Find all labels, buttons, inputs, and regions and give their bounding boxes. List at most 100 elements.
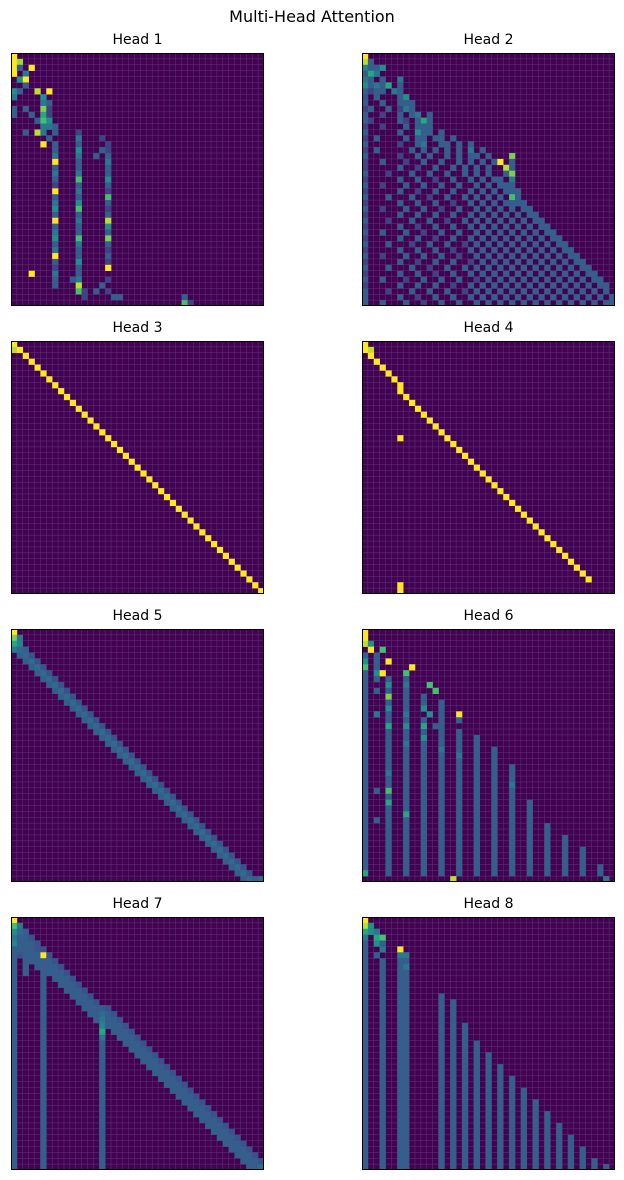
heatmap-cell — [532, 264, 539, 271]
heatmap-cell — [122, 1028, 129, 1035]
heatmap-cell — [63, 687, 71, 695]
heatmap-cell — [40, 999, 47, 1006]
heatmap-cell — [246, 876, 253, 882]
heatmap-cell — [362, 734, 369, 742]
heatmap-cell — [379, 981, 386, 988]
heatmap-cell — [379, 158, 386, 166]
heatmap-cell — [105, 188, 112, 195]
heatmap-cell — [105, 182, 112, 189]
heatmap-cell — [509, 276, 516, 283]
heatmap-cell — [485, 1093, 492, 1100]
heatmap-cell — [16, 640, 24, 647]
heatmap-cell — [379, 64, 386, 71]
heatmap-cell — [169, 1069, 177, 1077]
heatmap-cell — [403, 852, 410, 859]
heatmap-cell — [403, 846, 410, 853]
heatmap-cell — [228, 864, 235, 871]
heatmap-cell — [462, 1058, 469, 1065]
heatmap-cell — [362, 1075, 369, 1083]
heatmap-cell — [403, 699, 410, 706]
figure-title: Multi-Head Attention — [229, 7, 395, 26]
heatmap-cell — [450, 247, 457, 254]
heatmap-cell — [509, 153, 516, 160]
heatmap-cell — [11, 629, 18, 636]
heatmap-cell — [228, 1146, 235, 1153]
heatmap-cell — [52, 235, 59, 242]
heatmap-cell — [75, 981, 82, 988]
heatmap-cell — [485, 264, 492, 271]
heatmap-cell — [403, 1093, 410, 1100]
heatmap-cell — [105, 141, 112, 148]
heatmap-cell — [373, 147, 380, 154]
heatmap-cell — [362, 300, 369, 306]
heatmap-cell — [438, 711, 445, 718]
heatmap-cell — [403, 746, 410, 753]
heatmap-cell — [16, 652, 24, 659]
heatmap-cell — [11, 94, 18, 101]
heatmap-cell — [585, 576, 592, 583]
heatmap-cell — [193, 1099, 200, 1106]
heatmap-cell — [105, 253, 112, 260]
heatmap-cell — [479, 211, 486, 219]
heatmap-cell — [403, 1064, 410, 1071]
heatmap-cell — [222, 846, 229, 853]
heatmap-cell — [373, 928, 380, 935]
heatmap-cell — [222, 552, 229, 559]
heatmap-cell — [526, 205, 533, 213]
heatmap-cell — [520, 1105, 528, 1112]
heatmap-cell — [485, 253, 492, 260]
heatmap-cell — [432, 135, 439, 142]
heatmap-cell — [379, 940, 386, 947]
axes-frame — [11, 341, 264, 594]
heatmap-cell — [514, 188, 522, 195]
axes-frame — [362, 917, 615, 1170]
heatmap-cell — [473, 829, 480, 836]
heatmap-cell — [509, 200, 516, 207]
heatmap-cell — [216, 840, 224, 847]
heatmap-cell — [367, 928, 375, 935]
heatmap-cell — [397, 1069, 404, 1077]
heatmap-cell — [385, 705, 392, 712]
heatmap-cell — [414, 270, 422, 277]
heatmap-cell — [385, 781, 392, 789]
heatmap-cell — [550, 258, 557, 266]
heatmap-cell — [385, 823, 392, 830]
heatmap-cell — [403, 952, 410, 959]
heatmap-cell — [603, 876, 610, 882]
heatmap-cell — [28, 934, 35, 941]
heatmap-cell — [467, 235, 475, 242]
heatmap-cell — [456, 858, 463, 865]
heatmap-cell — [556, 235, 563, 242]
heatmap-cell — [362, 1164, 369, 1170]
heatmap-cell — [450, 1134, 457, 1141]
heatmap-cell — [432, 176, 439, 183]
heatmap-cell — [532, 1117, 539, 1124]
heatmap-cell — [46, 105, 53, 113]
heatmap-cell — [205, 829, 212, 836]
heatmap-cell — [420, 764, 428, 771]
heatmap-cell — [379, 1128, 386, 1135]
heatmap-cell — [403, 1081, 410, 1088]
heatmap-cell — [11, 964, 18, 971]
heatmap-cell — [450, 1017, 457, 1024]
heatmap-cell — [240, 1152, 247, 1159]
heatmap-cell — [544, 840, 551, 847]
heatmap-cell — [426, 241, 433, 248]
heatmap-cell — [362, 817, 369, 824]
heatmap-cell — [526, 235, 533, 242]
heatmap-cell — [75, 188, 82, 195]
heatmap-cell — [75, 705, 82, 712]
heatmap-cell — [403, 1128, 410, 1135]
heatmap-svg — [362, 53, 615, 306]
heatmap-cell — [462, 1164, 469, 1170]
heatmap-cell — [567, 1164, 575, 1170]
heatmap-cell — [140, 776, 147, 783]
heatmap-cell — [362, 111, 369, 119]
heatmap-cell — [456, 717, 463, 724]
heatmap-cell — [379, 1158, 386, 1165]
heatmap-cell — [532, 276, 539, 283]
heatmap-cell — [228, 558, 235, 565]
heatmap-cell — [46, 88, 53, 95]
heatmap-cell — [414, 129, 422, 136]
